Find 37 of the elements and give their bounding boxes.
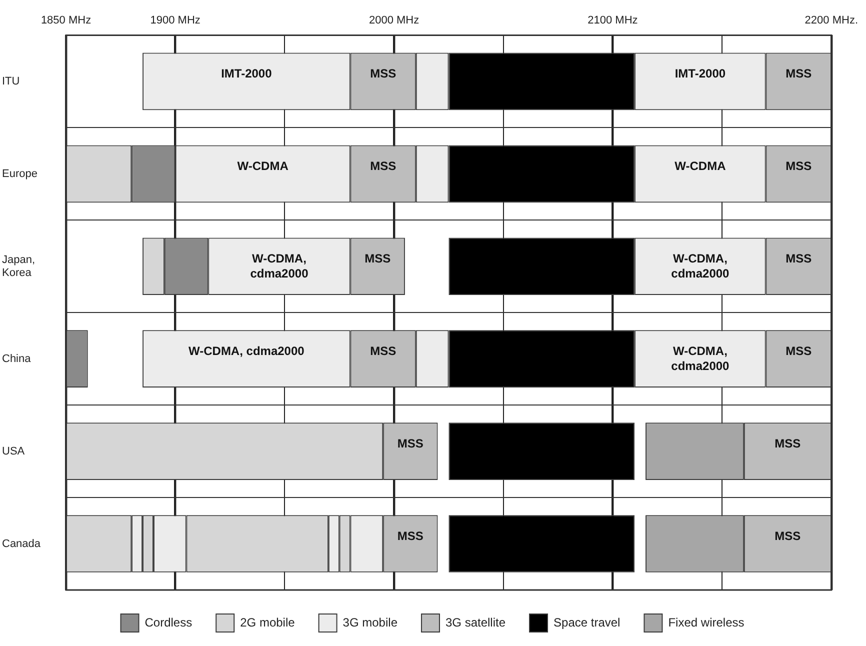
x-tick-label: 2100 MHz [588,14,638,27]
data-label: MSS [397,436,424,451]
data-label: MSS [364,252,391,266]
data-label: MSS [774,436,801,451]
y-tick-label: ITU [2,75,20,88]
y-tick-label: Europe [2,168,38,180]
legend-label: Space travel [554,615,620,630]
y-tick-label: Japan, Korea [2,254,36,279]
data-label: MSS [786,344,812,358]
data-label: MSS [397,529,424,544]
data-label: IMT-2000 [674,66,726,81]
data-label: W-CDMA, cdma2000 [250,252,309,281]
data-label: W-CDMA, cdma2000 [671,252,730,281]
legend-label: Cordless [144,615,192,630]
data-label: W-CDMA [674,159,726,174]
data-label: W-CDMA, cdma2000 [188,344,305,358]
data-label: MSS [370,344,396,358]
x-tick-label: 2000 MHz [368,14,420,27]
data-label: MSS [370,159,396,174]
x-tick-label: 1850 MHz [40,14,92,27]
data-label: MSS [786,252,812,266]
legend-label: 3G mobile [342,615,398,630]
data-label: MSS [370,66,396,81]
y-tick-label: Canada [2,538,42,550]
x-tick-label: 1900 MHz [150,14,200,27]
x-tick-label: 2200 MHz. [804,14,858,27]
data-label: W-CDMA, cdma2000 [671,344,730,374]
y-tick-label: USA [2,445,26,458]
data-label: IMT-2000 [221,66,272,81]
y-tick-label: China [2,352,32,365]
legend-label: 3G satellite [445,615,506,630]
data-label: MSS [786,159,812,174]
data-label: MSS [786,66,812,81]
legend-label: 2G mobile [240,615,296,630]
data-label: W-CDMA [237,159,289,174]
data-label: MSS [774,529,801,544]
legend-label: Fixed wireless [668,615,744,630]
